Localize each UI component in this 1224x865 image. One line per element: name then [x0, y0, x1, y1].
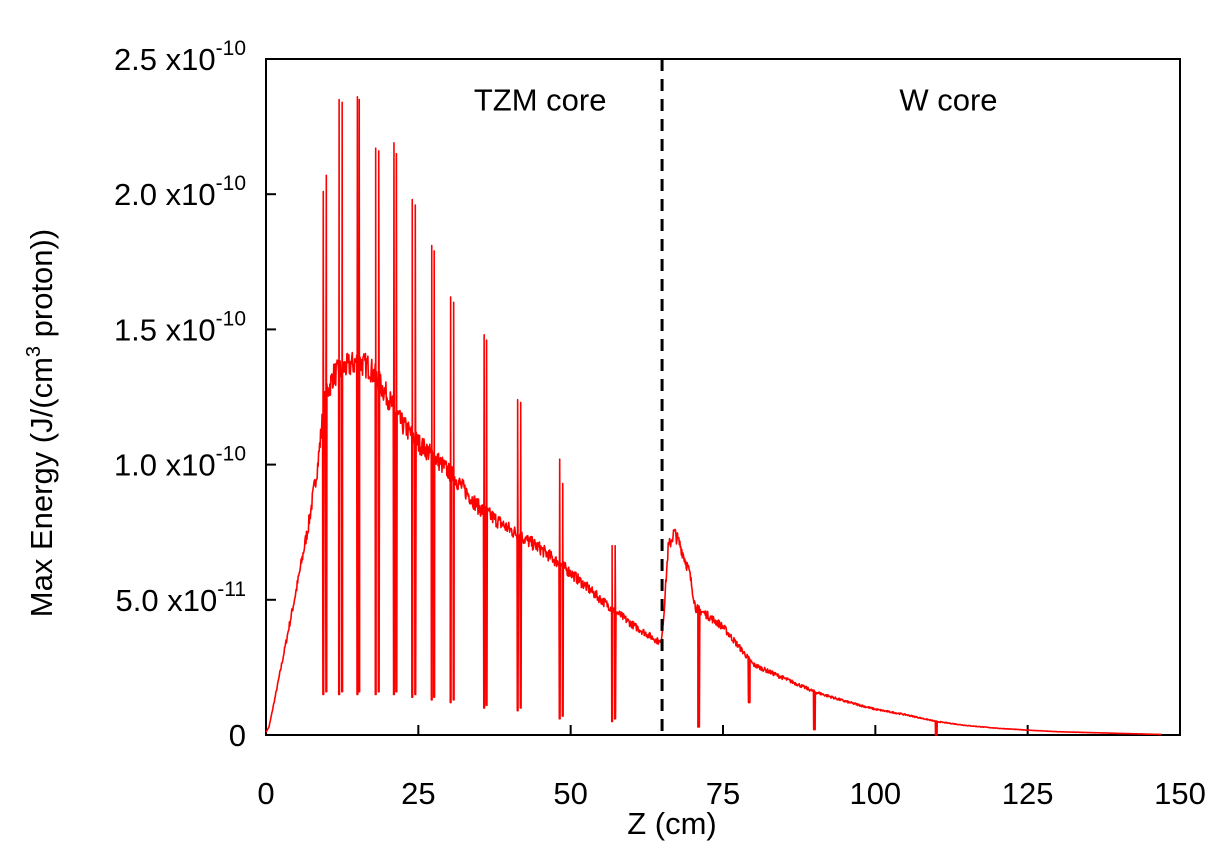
- x-tick-label: 75: [706, 776, 740, 811]
- y-tick-exponent: -10: [216, 37, 246, 60]
- y-tick-exponent: -10: [216, 172, 246, 195]
- annotation-label: TZM core: [474, 83, 607, 118]
- y-tick-label: 1.0 x10-10: [114, 443, 246, 483]
- plot-frame: [265, 58, 1181, 736]
- y-tick-mantissa: 2.0 x10: [114, 177, 216, 212]
- x-tick-label: 50: [553, 776, 587, 811]
- y-axis-title-sup: 3: [23, 346, 45, 357]
- y-tick-label: 2.5 x10-10: [114, 37, 246, 77]
- y-tick-exponent: -10: [216, 307, 246, 330]
- y-tick-label: 1.5 x10-10: [114, 307, 246, 347]
- y-tick-label: 0: [229, 718, 246, 753]
- y-tick-label: 5.0 x10-11: [116, 578, 247, 618]
- y-tick-label: 2.0 x10-10: [114, 172, 246, 212]
- x-tick-label: 25: [401, 776, 435, 811]
- x-tick-label: 100: [849, 776, 901, 811]
- annotations: TZM core W core: [474, 83, 998, 118]
- y-axis-ticks: 05.0 x10-111.0 x10-101.5 x10-102.0 x10-1…: [114, 37, 276, 753]
- y-tick-exponent: -10: [216, 443, 246, 466]
- y-tick-mantissa: 0: [229, 718, 246, 753]
- y-tick-exponent: -11: [217, 578, 246, 601]
- series-layer: [265, 96, 1162, 736]
- y-tick-mantissa: 1.5 x10: [114, 312, 216, 347]
- y-axis-title-tail: proton)): [24, 229, 59, 346]
- y-tick-mantissa: 1.0 x10: [114, 448, 216, 483]
- y-axis-title-main: Max Energy (J/(cm: [24, 357, 59, 617]
- y-tick-mantissa: 5.0 x10: [116, 583, 218, 618]
- x-tick-label: 150: [1154, 776, 1206, 811]
- annotation-label: W core: [899, 83, 997, 118]
- y-axis-title: Max Energy (J/(cm3 proton)): [23, 229, 59, 617]
- y-tick-mantissa: 2.5 x10: [114, 42, 216, 77]
- x-tick-label: 0: [257, 776, 274, 811]
- series-max-energy-line: [265, 96, 1162, 736]
- x-tick-label: 125: [1002, 776, 1054, 811]
- x-axis-ticks: 0 25 50 75 100 125 150: [257, 725, 1206, 811]
- x-axis-title: Z (cm): [627, 806, 717, 841]
